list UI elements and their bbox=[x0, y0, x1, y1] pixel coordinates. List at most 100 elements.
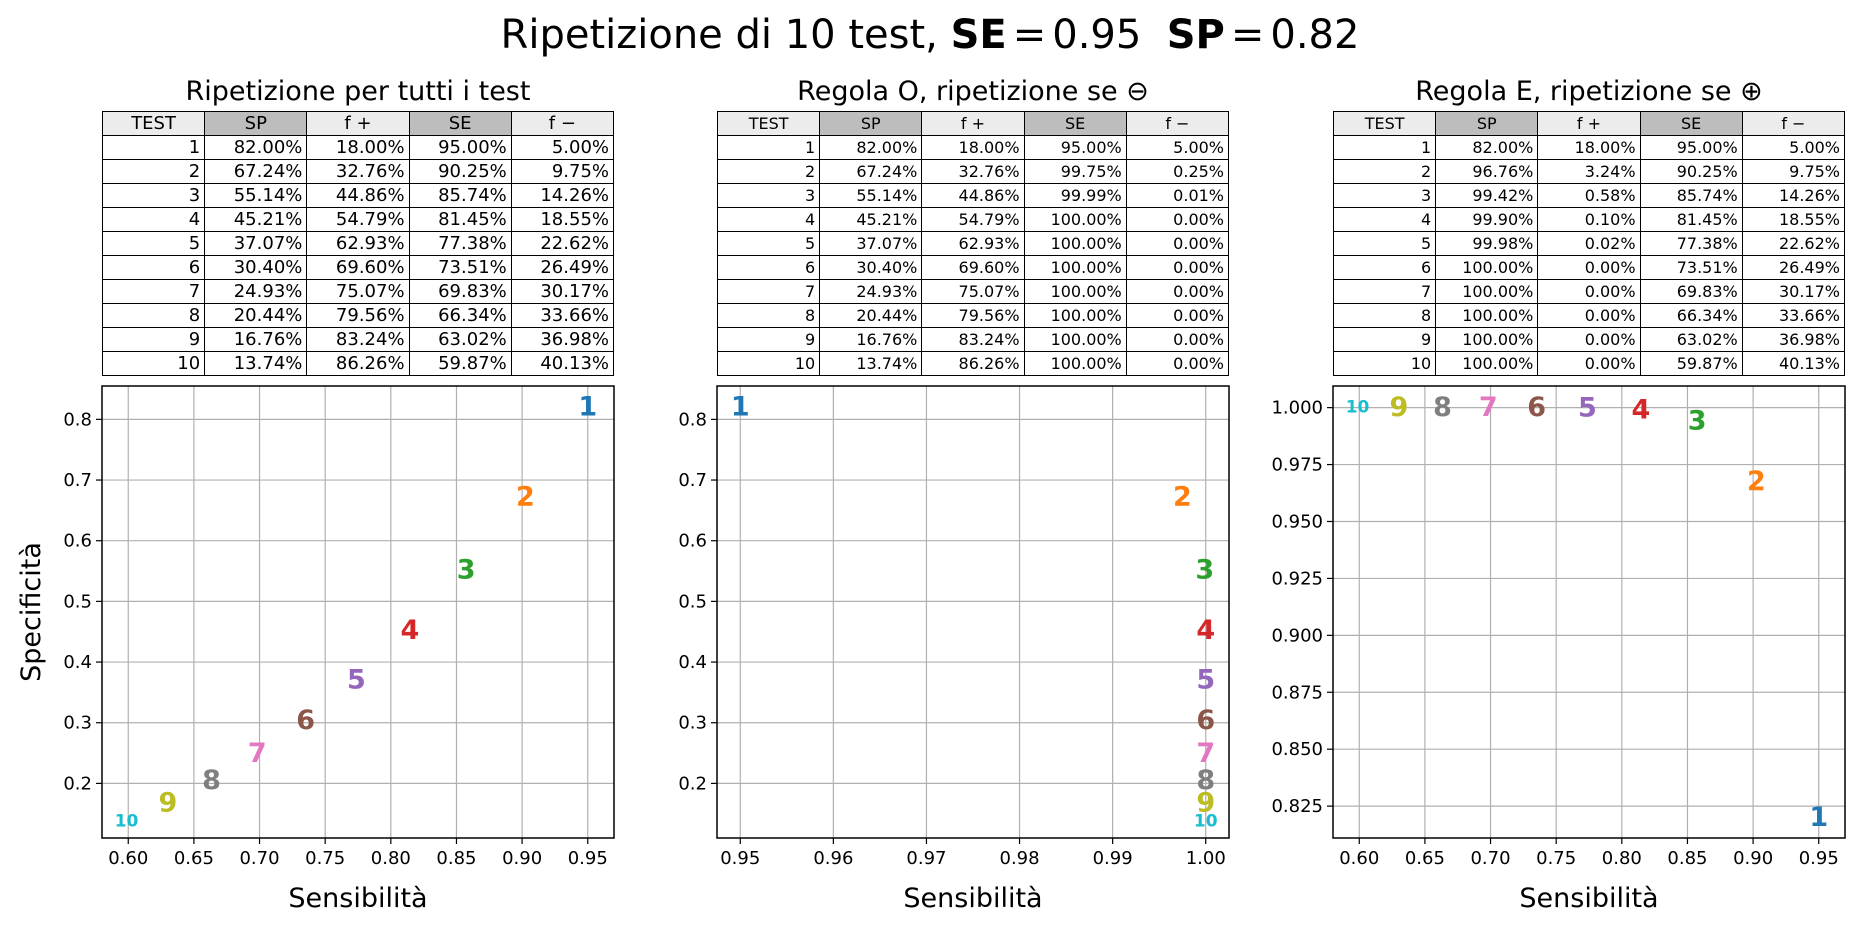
point-label: 6 bbox=[1527, 392, 1546, 423]
table-row: 4 99.90% 0.10% 81.45% 18.55% bbox=[1332, 207, 1846, 232]
header-sp: SP bbox=[1435, 111, 1539, 136]
title-sp-value: 0.82 bbox=[1270, 12, 1360, 58]
point-label: 9 bbox=[1390, 392, 1409, 423]
table-row: 5 99.98% 0.02% 77.38% 22.62% bbox=[1332, 231, 1846, 256]
point-label: 9 bbox=[1196, 788, 1215, 819]
x-tick-label: 0.75 bbox=[1536, 848, 1576, 869]
cell-f-plus: 0.00% bbox=[1537, 351, 1641, 376]
y-tick-label: 0.6 bbox=[63, 531, 92, 552]
cell-f-plus: 0.00% bbox=[1537, 327, 1641, 352]
cell-sp: 16.76% bbox=[819, 327, 923, 352]
table-row: 7 24.93% 75.07% 100.00% 0.00% bbox=[716, 279, 1230, 304]
cell-sp: 37.07% bbox=[819, 231, 923, 256]
cell-f-plus: 44.86% bbox=[921, 183, 1025, 208]
cell-se: 95.00% bbox=[1639, 135, 1743, 160]
table-row: 3 99.42% 0.58% 85.74% 14.26% bbox=[1332, 183, 1846, 208]
cell-f-plus: 79.56% bbox=[306, 303, 410, 328]
x-tick-label: 1.00 bbox=[1186, 848, 1226, 869]
cell-f-minus: 0.00% bbox=[1125, 255, 1230, 280]
cell-f-plus: 79.56% bbox=[921, 303, 1025, 328]
y-tick-label: 0.8 bbox=[63, 409, 92, 430]
point-label: 2 bbox=[516, 481, 535, 512]
point-label: 7 bbox=[1196, 738, 1215, 769]
x-tick-label: 0.70 bbox=[1470, 848, 1510, 869]
x-tick-label: 0.85 bbox=[1667, 848, 1707, 869]
cell-sp: 100.00% bbox=[1435, 303, 1539, 328]
cell-f-plus: 0.00% bbox=[1537, 255, 1641, 280]
y-tick-label: 0.7 bbox=[678, 470, 707, 491]
cell-test: 10 bbox=[716, 351, 821, 376]
y-tick-label: 0.5 bbox=[678, 591, 707, 612]
y-tick-label: 0.8 bbox=[678, 409, 707, 430]
cell-sp: 82.00% bbox=[819, 135, 923, 160]
table-row: 9 16.76% 83.24% 63.02% 36.98% bbox=[101, 327, 615, 352]
cell-sp: 16.76% bbox=[204, 327, 308, 352]
scatter-plot-3: 0.60 0.65 0.70 0.75 0.80 0.85 0.90 0.95 0.825 0.8… bbox=[1271, 385, 1846, 914]
table-row: 10 13.74% 86.26% 59.87% 40.13% bbox=[101, 351, 615, 376]
cell-f-plus: 18.00% bbox=[1537, 135, 1641, 160]
cell-sp: 99.98% bbox=[1435, 231, 1539, 256]
y-tick-label: 0.3 bbox=[63, 713, 92, 734]
cell-f-minus: 14.26% bbox=[510, 183, 615, 208]
cell-se: 63.02% bbox=[1639, 327, 1743, 352]
header-se: SE bbox=[1639, 111, 1743, 136]
cell-test: 1 bbox=[1332, 135, 1437, 160]
cell-f-minus: 40.13% bbox=[1741, 351, 1846, 376]
title-prefix: Ripetizione di 10 test, bbox=[500, 12, 951, 58]
cell-se: 100.00% bbox=[1023, 327, 1127, 352]
cell-sp: 100.00% bbox=[1435, 255, 1539, 280]
x-tick-label: 0.99 bbox=[1093, 848, 1133, 869]
point-label: 1 bbox=[578, 392, 597, 423]
x-tick-label: 0.96 bbox=[813, 848, 853, 869]
x-tick-label: 0.98 bbox=[1000, 848, 1040, 869]
table-row: 10 100.00% 0.00% 59.87% 40.13% bbox=[1332, 351, 1846, 376]
title-se-value: 0.95 bbox=[1052, 12, 1142, 58]
cell-sp: 100.00% bbox=[1435, 279, 1539, 304]
cell-f-plus: 3.24% bbox=[1537, 159, 1641, 184]
point-label: 2 bbox=[1173, 481, 1192, 512]
cell-sp: 99.42% bbox=[1435, 183, 1539, 208]
header-f-minus: f − bbox=[1741, 111, 1846, 136]
x-tick-label: 0.75 bbox=[305, 848, 345, 869]
x-tick-label: 0.95 bbox=[1799, 848, 1839, 869]
point-label: 10 bbox=[1194, 811, 1218, 831]
header-f-plus: f + bbox=[1537, 111, 1641, 136]
y-tick-label: 0.975 bbox=[1271, 455, 1323, 476]
cell-f-plus: 86.26% bbox=[921, 351, 1025, 376]
cell-test: 3 bbox=[716, 183, 821, 208]
cell-sp: 13.74% bbox=[819, 351, 923, 376]
cell-test: 4 bbox=[1332, 207, 1437, 232]
y-tick-label: 0.825 bbox=[1271, 796, 1323, 817]
cell-se: 77.38% bbox=[408, 231, 512, 256]
header-se: SE bbox=[408, 111, 512, 136]
table-row: 1 82.00% 18.00% 95.00% 5.00% bbox=[716, 135, 1230, 160]
panel-title-3: Regola E, ripetizione se ⊕ bbox=[1415, 76, 1763, 107]
header-f-plus: f + bbox=[306, 111, 410, 136]
cell-se: 100.00% bbox=[1023, 351, 1127, 376]
y-tick-label: 0.850 bbox=[1271, 739, 1323, 760]
cell-f-minus: 0.00% bbox=[1125, 351, 1230, 376]
cell-test: 10 bbox=[1332, 351, 1437, 376]
x-tick-label: 0.60 bbox=[1339, 848, 1379, 869]
cell-sp: 20.44% bbox=[819, 303, 923, 328]
cell-f-plus: 54.79% bbox=[306, 207, 410, 232]
table-row: 8 20.44% 79.56% 66.34% 33.66% bbox=[101, 303, 615, 328]
point-label: 5 bbox=[347, 664, 366, 695]
cell-se: 69.83% bbox=[408, 279, 512, 304]
x-tick-label: 0.80 bbox=[1602, 848, 1642, 869]
cell-test: 2 bbox=[716, 159, 821, 184]
cell-test: 5 bbox=[716, 231, 821, 256]
cell-se: 100.00% bbox=[1023, 279, 1127, 304]
point-label: 8 bbox=[1433, 392, 1452, 423]
cell-se: 100.00% bbox=[1023, 231, 1127, 256]
header-f-plus: f + bbox=[921, 111, 1025, 136]
cell-f-minus: 26.49% bbox=[510, 255, 615, 280]
cell-se: 85.74% bbox=[1639, 183, 1743, 208]
table-row: 8 100.00% 0.00% 66.34% 33.66% bbox=[1332, 303, 1846, 328]
cell-se: 77.38% bbox=[1639, 231, 1743, 256]
cell-f-plus: 62.93% bbox=[306, 231, 410, 256]
header-f-minus: f − bbox=[510, 111, 615, 136]
y-tick-label: 0.950 bbox=[1271, 511, 1323, 532]
y-tick-label: 0.5 bbox=[63, 591, 92, 612]
cell-se: 99.75% bbox=[1023, 159, 1127, 184]
